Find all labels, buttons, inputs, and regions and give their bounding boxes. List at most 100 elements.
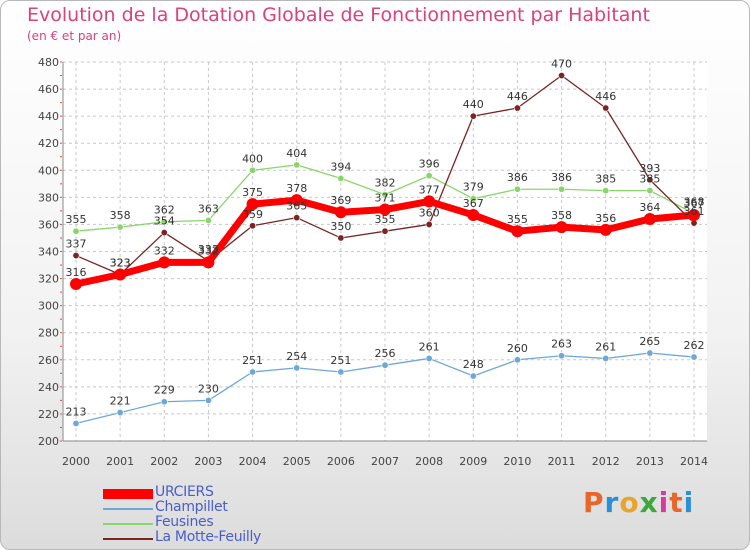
data-label-champillet: 262 — [684, 339, 705, 352]
data-point-urciers — [555, 221, 568, 234]
data-point-champillet — [116, 409, 124, 417]
x-tick-label: 2005 — [283, 455, 311, 468]
data-label-feusines: 386 — [507, 171, 528, 184]
data-label-urciers: 378 — [286, 182, 307, 195]
y-tick-label: 480 — [38, 56, 59, 69]
data-point-urciers — [467, 208, 480, 221]
data-point-la-motte-feuilly — [293, 214, 301, 222]
data-label-la-motte-feuilly: 323 — [110, 257, 131, 270]
x-tick-label: 2014 — [680, 455, 708, 468]
data-label-champillet: 261 — [419, 340, 440, 353]
data-point-urciers — [423, 195, 436, 208]
data-label-urciers: 375 — [242, 186, 263, 199]
data-point-feusines — [469, 195, 477, 203]
data-point-urciers — [688, 208, 700, 221]
x-tick-label: 2007 — [371, 455, 399, 468]
y-tick-label: 360 — [38, 218, 59, 231]
data-label-champillet: 213 — [66, 405, 87, 418]
data-label-la-motte-feuilly: 360 — [419, 206, 440, 219]
legend-swatch-champillet — [103, 508, 153, 510]
data-label-feusines: 394 — [330, 160, 351, 173]
data-label-la-motte-feuilly: 470 — [551, 58, 572, 71]
data-label-champillet: 256 — [375, 347, 396, 360]
data-point-la-motte-feuilly — [602, 104, 610, 112]
data-label-urciers: 364 — [639, 201, 660, 214]
chart-subtitle: (en € et par an) — [27, 29, 122, 43]
data-label-feusines: 400 — [242, 152, 263, 165]
data-point-urciers — [246, 198, 259, 211]
x-tick-label: 2013 — [636, 455, 664, 468]
logo-letter: P — [583, 486, 605, 519]
data-label-feusines: 385 — [595, 173, 616, 186]
data-label-feusines: 368 — [684, 196, 705, 209]
data-point-urciers — [379, 203, 391, 216]
legend-swatch-la-motte-feuilly — [103, 538, 153, 540]
data-label-urciers: 367 — [463, 197, 484, 210]
data-label-urciers: 332 — [154, 244, 175, 257]
logo-letter: x — [639, 486, 659, 519]
logo-letter: t — [669, 486, 684, 519]
data-label-feusines: 396 — [419, 158, 440, 171]
proxiti-logo: Proxiti — [583, 486, 694, 519]
data-point-champillet — [249, 368, 257, 376]
data-label-urciers: 371 — [375, 192, 396, 205]
data-label-feusines: 404 — [286, 147, 307, 160]
data-label-champillet: 251 — [242, 354, 263, 367]
data-label-la-motte-feuilly: 446 — [507, 90, 528, 103]
legend-swatch-feusines — [103, 523, 153, 525]
data-label-urciers: 358 — [551, 209, 572, 222]
data-label-feusines: 386 — [551, 171, 572, 184]
data-label-champillet: 254 — [286, 350, 307, 363]
x-tick-label: 2003 — [194, 455, 222, 468]
data-point-la-motte-feuilly — [72, 252, 80, 260]
data-label-champillet: 251 — [330, 354, 351, 367]
chart-title: Evolution de la Dotation Globale de Fonc… — [27, 4, 650, 26]
logo-letter: o — [619, 486, 640, 519]
data-point-champillet — [646, 349, 654, 357]
data-point-feusines — [381, 191, 389, 199]
data-label-la-motte-feuilly: 361 — [684, 205, 705, 218]
data-point-urciers — [643, 213, 656, 226]
data-label-la-motte-feuilly: 365 — [286, 200, 307, 213]
data-label-la-motte-feuilly: 337 — [66, 238, 87, 251]
data-point-feusines — [72, 227, 80, 235]
data-label-champillet: 263 — [551, 338, 572, 351]
data-label-la-motte-feuilly: 393 — [639, 162, 660, 175]
data-label-la-motte-feuilly: 355 — [375, 213, 396, 226]
data-point-la-motte-feuilly — [337, 234, 345, 242]
y-tick-label: 440 — [38, 110, 59, 123]
data-label-urciers: 332 — [198, 244, 219, 257]
data-point-champillet — [469, 372, 477, 380]
data-point-champillet — [160, 398, 168, 406]
data-point-feusines — [337, 174, 345, 182]
legend-swatch-urciers — [103, 489, 153, 499]
legend-label-feusines: Feusines — [155, 514, 214, 530]
y-tick-label: 260 — [38, 354, 59, 367]
x-tick-label: 2009 — [459, 455, 487, 468]
data-point-la-motte-feuilly — [249, 222, 257, 230]
data-point-urciers — [334, 206, 347, 219]
data-point-urciers — [158, 256, 171, 269]
y-tick-label: 220 — [38, 408, 59, 421]
y-tick-label: 460 — [38, 83, 59, 96]
data-point-feusines — [116, 223, 124, 231]
data-point-feusines — [204, 216, 212, 224]
data-point-champillet — [602, 354, 610, 362]
data-point-feusines — [646, 187, 654, 195]
data-label-champillet: 230 — [198, 382, 219, 395]
data-point-champillet — [558, 352, 566, 360]
data-label-feusines: 363 — [198, 202, 219, 215]
x-tick-label: 2006 — [327, 455, 355, 468]
y-tick-label: 280 — [38, 327, 59, 340]
data-point-urciers — [599, 223, 612, 236]
legend-label-urciers: URCIERS — [155, 484, 214, 500]
data-label-feusines: 358 — [110, 209, 131, 222]
data-label-la-motte-feuilly: 354 — [154, 215, 175, 228]
x-tick-label: 2008 — [415, 455, 443, 468]
data-point-la-motte-feuilly — [558, 72, 566, 80]
data-point-la-motte-feuilly — [425, 220, 433, 228]
x-tick-label: 2012 — [592, 455, 620, 468]
data-point-feusines — [249, 166, 257, 174]
